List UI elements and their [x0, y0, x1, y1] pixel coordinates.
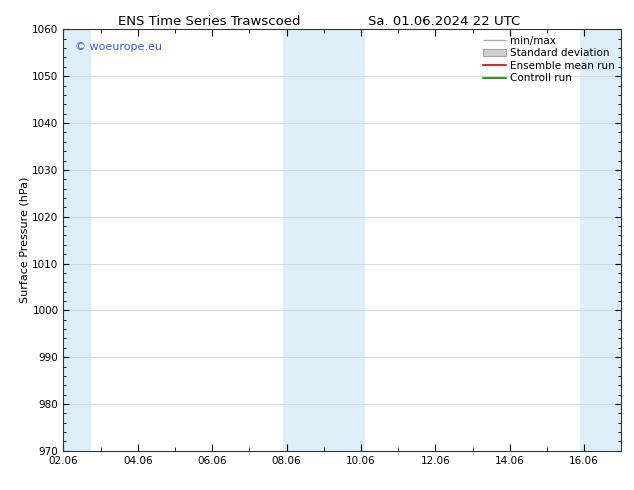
Y-axis label: Surface Pressure (hPa): Surface Pressure (hPa) [20, 177, 30, 303]
Bar [283, 29, 365, 451]
Bar [63, 29, 91, 451]
Legend: min/max, Standard deviation, Ensemble mean run, Controll run: min/max, Standard deviation, Ensemble me… [480, 32, 618, 87]
Text: © woeurope.eu: © woeurope.eu [75, 42, 162, 52]
Text: ENS Time Series Trawscoed: ENS Time Series Trawscoed [118, 15, 301, 28]
Bar [580, 29, 621, 451]
Text: Sa. 01.06.2024 22 UTC: Sa. 01.06.2024 22 UTC [368, 15, 520, 28]
